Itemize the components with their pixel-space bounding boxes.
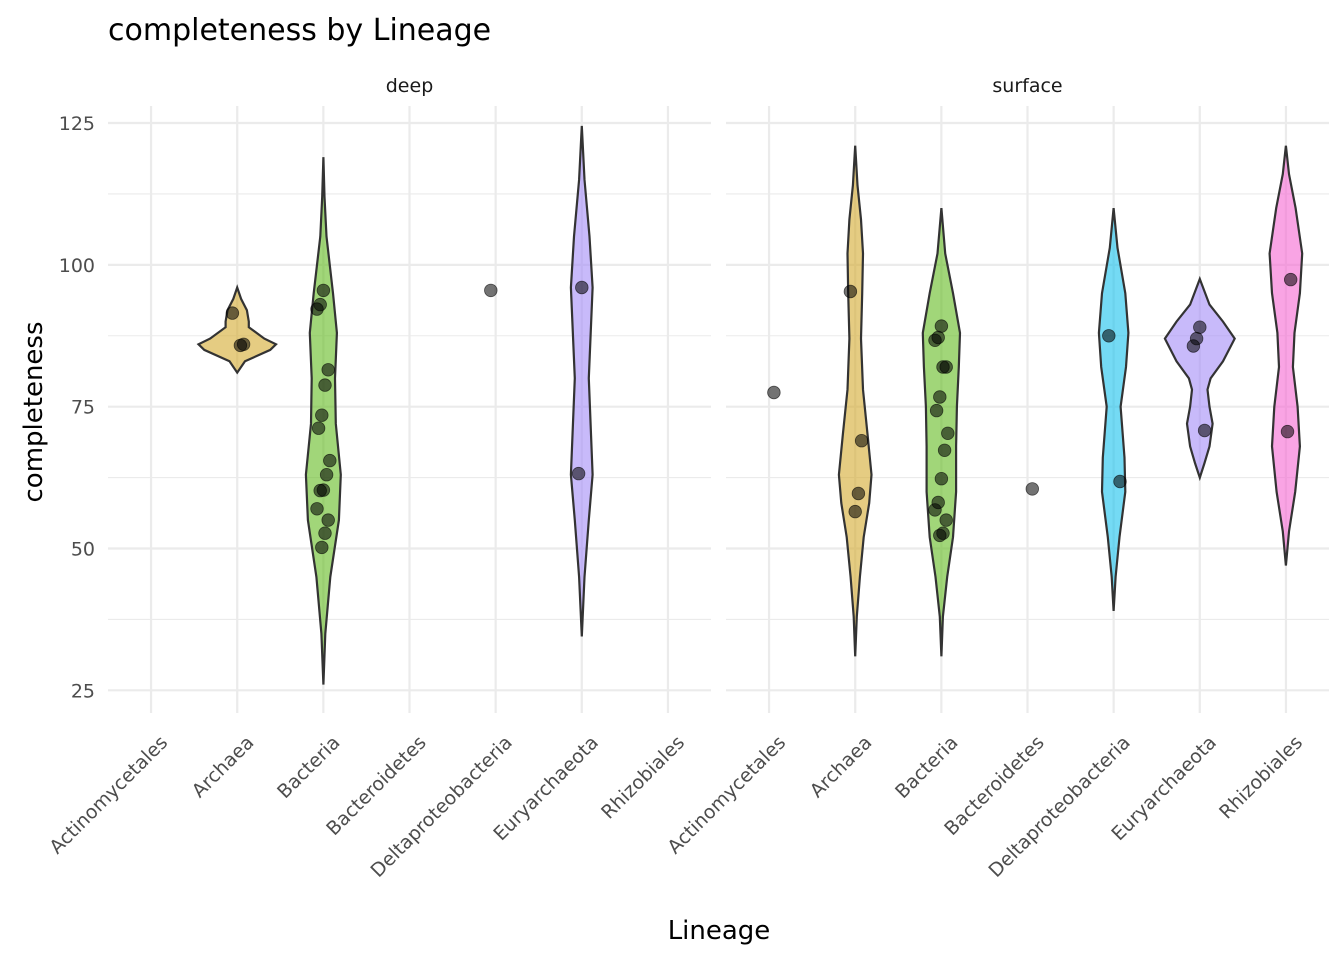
x-tick-label: Deltaproteobacteria [366, 732, 516, 882]
data-point [1280, 424, 1295, 439]
data-point [225, 306, 240, 320]
data-point [933, 528, 947, 543]
data-point [928, 503, 942, 517]
x-tick-label: Bacteria [891, 732, 962, 803]
data-point [1193, 320, 1207, 334]
data-point [1197, 423, 1212, 438]
data-point [1113, 474, 1127, 489]
x-tick-label: Archaea [188, 732, 259, 803]
data-point [316, 283, 331, 298]
violin-deltaproteobacteria [1097, 207, 1130, 611]
y-axis-ticks: 25 50 75 100 125 [59, 113, 95, 702]
data-point [933, 390, 947, 404]
data-point [233, 338, 248, 353]
data-point [1102, 329, 1116, 343]
y-tick-label: 125 [59, 113, 95, 135]
data-point [1283, 272, 1298, 287]
data-point [936, 360, 950, 374]
data-point [571, 466, 586, 481]
data-point [310, 302, 324, 316]
data-point [575, 280, 589, 295]
violin-euryarchaeota [1163, 275, 1236, 482]
chart-title: completeness by Lineage [108, 13, 491, 48]
violin-euryarchaeota [569, 125, 594, 637]
data-point [319, 468, 334, 482]
x-axis-title: Lineage [668, 916, 771, 946]
data-point [939, 513, 953, 527]
data-point [767, 385, 781, 400]
data-point [929, 403, 944, 418]
y-tick-label: 100 [59, 255, 95, 277]
data-point [848, 504, 862, 519]
x-tick-label: Deltaproteobacteria [984, 732, 1134, 882]
x-tick-label: Rhizobiales [1215, 732, 1307, 824]
violin-archaea [196, 284, 278, 375]
violin-rhizobiales [1268, 145, 1304, 566]
data-point [318, 378, 332, 392]
facet-label-deep: deep [386, 75, 434, 97]
x-tick-label: Archaea [806, 732, 877, 803]
y-axis-title: completeness [19, 321, 49, 502]
x-tick-label: Rhizobiales [597, 732, 689, 824]
data-point [311, 421, 326, 435]
y-tick-label: 50 [71, 538, 95, 560]
x-tick-label: Actinomycetales [45, 732, 172, 859]
data-point [310, 502, 324, 516]
facet-label-surface: surface [992, 75, 1062, 97]
data-point [934, 472, 949, 486]
data-point [318, 526, 332, 540]
data-point [315, 540, 329, 555]
data-point [321, 513, 335, 527]
data-point [315, 408, 329, 422]
data-point [854, 434, 869, 448]
data-point [851, 486, 866, 501]
violin-archaea [837, 145, 873, 657]
y-tick-label: 75 [71, 397, 95, 419]
data-point [934, 319, 949, 333]
data-point [843, 284, 858, 299]
data-point [937, 443, 952, 458]
data-point [323, 453, 337, 468]
data-point [313, 483, 327, 498]
x-tick-label: Bacteria [273, 732, 344, 803]
y-tick-label: 25 [71, 680, 95, 702]
data-point [484, 283, 498, 298]
data-point [321, 363, 335, 377]
data-point [928, 333, 942, 348]
data-point [1186, 339, 1201, 353]
data-point [941, 426, 955, 441]
data-point [1025, 482, 1040, 496]
